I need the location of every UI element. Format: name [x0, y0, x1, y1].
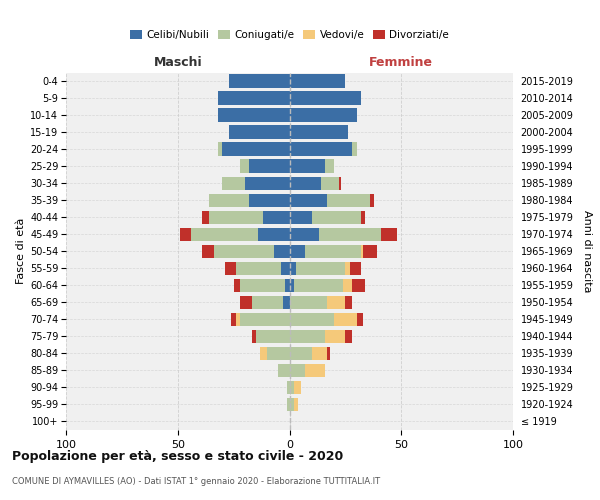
- Bar: [223, 142, 290, 156]
- Bar: [328, 296, 346, 309]
- Bar: [241, 312, 290, 326]
- Bar: [260, 347, 267, 360]
- Bar: [346, 296, 352, 309]
- Bar: [290, 330, 325, 343]
- Text: COMUNE DI AYMAVILLES (AO) - Dati ISTAT 1° gennaio 2020 - Elaborazione TUTTITALIA: COMUNE DI AYMAVILLES (AO) - Dati ISTAT 1…: [12, 478, 380, 486]
- Bar: [209, 194, 249, 207]
- Bar: [350, 262, 361, 275]
- Bar: [202, 244, 214, 258]
- Bar: [305, 244, 361, 258]
- Bar: [305, 364, 325, 377]
- Bar: [290, 398, 294, 411]
- Bar: [290, 126, 347, 138]
- Bar: [290, 296, 328, 309]
- Legend: Celibi/Nubili, Coniugati/e, Vedovi/e, Divorziati/e: Celibi/Nubili, Coniugati/e, Vedovi/e, Di…: [128, 28, 451, 42]
- Bar: [241, 278, 285, 292]
- Bar: [287, 381, 290, 394]
- Bar: [290, 194, 328, 207]
- Bar: [290, 160, 325, 173]
- Bar: [346, 262, 350, 275]
- Bar: [290, 381, 294, 394]
- Bar: [232, 312, 236, 326]
- Bar: [256, 330, 290, 343]
- Bar: [241, 160, 249, 173]
- Bar: [249, 160, 290, 173]
- Bar: [296, 262, 346, 275]
- Bar: [312, 347, 328, 360]
- Bar: [346, 330, 352, 343]
- Bar: [321, 176, 338, 190]
- Bar: [361, 210, 365, 224]
- Bar: [251, 296, 283, 309]
- Bar: [281, 262, 290, 275]
- Bar: [370, 194, 374, 207]
- Bar: [290, 262, 296, 275]
- Bar: [191, 228, 258, 241]
- Bar: [180, 228, 191, 241]
- Bar: [258, 228, 290, 241]
- Bar: [274, 244, 290, 258]
- Bar: [241, 296, 251, 309]
- Bar: [278, 364, 290, 377]
- Bar: [312, 210, 361, 224]
- Bar: [294, 278, 343, 292]
- Bar: [319, 228, 381, 241]
- Bar: [328, 194, 370, 207]
- Bar: [267, 347, 290, 360]
- Bar: [263, 210, 290, 224]
- Y-axis label: Fasce di età: Fasce di età: [16, 218, 26, 284]
- Bar: [338, 176, 341, 190]
- Bar: [290, 92, 361, 104]
- Bar: [334, 312, 356, 326]
- Bar: [202, 210, 209, 224]
- Bar: [356, 312, 363, 326]
- Bar: [352, 278, 365, 292]
- Bar: [290, 278, 294, 292]
- Bar: [290, 228, 319, 241]
- Bar: [229, 74, 290, 88]
- Bar: [236, 312, 241, 326]
- Bar: [290, 108, 356, 122]
- Bar: [223, 176, 245, 190]
- Text: Maschi: Maschi: [154, 56, 202, 69]
- Bar: [361, 244, 363, 258]
- Bar: [218, 142, 223, 156]
- Y-axis label: Anni di nascita: Anni di nascita: [582, 210, 592, 292]
- Bar: [290, 142, 352, 156]
- Bar: [290, 364, 305, 377]
- Bar: [294, 398, 298, 411]
- Bar: [363, 244, 377, 258]
- Bar: [233, 278, 241, 292]
- Bar: [251, 330, 256, 343]
- Bar: [352, 142, 356, 156]
- Bar: [381, 228, 397, 241]
- Bar: [236, 262, 281, 275]
- Bar: [290, 210, 312, 224]
- Bar: [325, 160, 334, 173]
- Bar: [294, 381, 301, 394]
- Bar: [229, 126, 290, 138]
- Bar: [209, 210, 263, 224]
- Bar: [283, 296, 290, 309]
- Bar: [325, 330, 346, 343]
- Bar: [290, 74, 346, 88]
- Bar: [214, 244, 274, 258]
- Bar: [290, 347, 312, 360]
- Bar: [285, 278, 290, 292]
- Bar: [343, 278, 352, 292]
- Bar: [218, 92, 290, 104]
- Bar: [249, 194, 290, 207]
- Text: Popolazione per età, sesso e stato civile - 2020: Popolazione per età, sesso e stato civil…: [12, 450, 343, 463]
- Bar: [290, 244, 305, 258]
- Text: Femmine: Femmine: [369, 56, 433, 69]
- Bar: [287, 398, 290, 411]
- Bar: [245, 176, 290, 190]
- Bar: [328, 347, 330, 360]
- Bar: [290, 176, 321, 190]
- Bar: [224, 262, 236, 275]
- Bar: [218, 108, 290, 122]
- Bar: [290, 312, 334, 326]
